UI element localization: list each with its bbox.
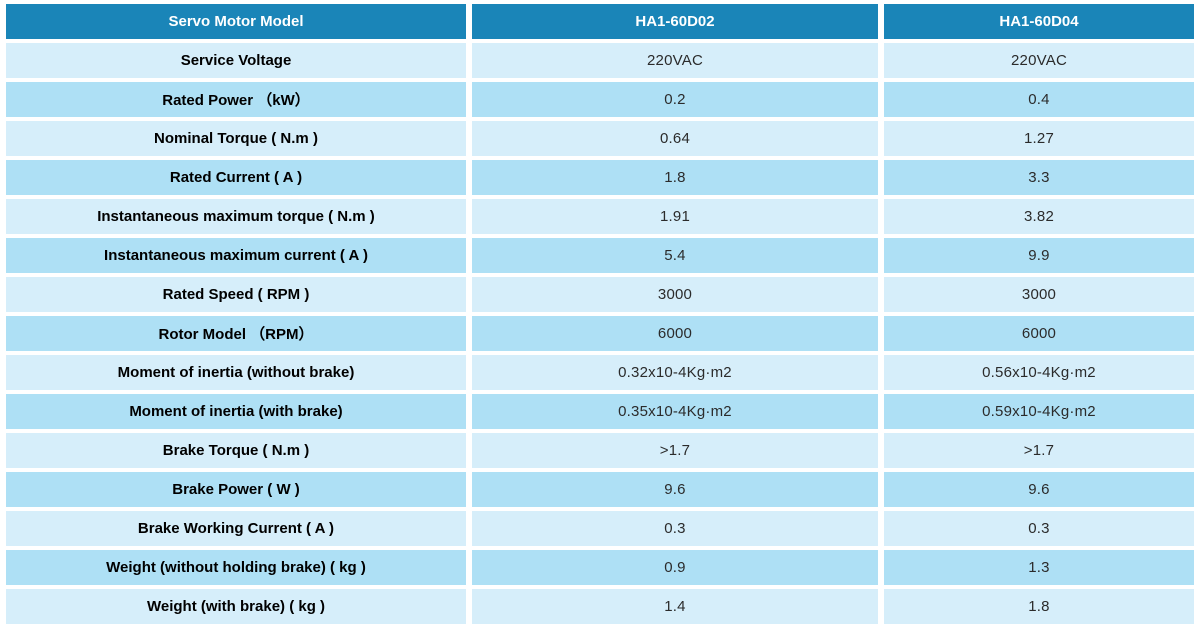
spec-value-cell: 9.6: [884, 472, 1194, 507]
spec-value-cell: >1.7: [472, 433, 878, 468]
spec-label-cell: Rated Power （kW）: [6, 82, 466, 117]
spec-label-cell: Rated Current ( A ): [6, 160, 466, 195]
table-row-instantaneous-max-current: Instantaneous maximum current ( A ) 5.4 …: [6, 238, 1194, 273]
spec-value-cell: 0.64: [472, 121, 878, 156]
table-row-weight-with-brake: Weight (with brake) ( kg ) 1.4 1.8: [6, 589, 1194, 624]
spec-value-cell: 6000: [472, 316, 878, 351]
spec-label-cell: Weight (without holding brake) ( kg ): [6, 550, 466, 585]
table-row-inertia-without-brake: Moment of inertia (without brake) 0.32x1…: [6, 355, 1194, 390]
spec-value-cell: 0.35x10-4Kg·m2: [472, 394, 878, 429]
spec-value-cell: 3000: [884, 277, 1194, 312]
spec-value-cell: 0.4: [884, 82, 1194, 117]
table-row-rated-power: Rated Power （kW） 0.2 0.4: [6, 82, 1194, 117]
spec-label-cell: Instantaneous maximum current ( A ): [6, 238, 466, 273]
table-row-rotor-model: Rotor Model （RPM） 6000 6000: [6, 316, 1194, 351]
spec-label-cell: Brake Working Current ( A ): [6, 511, 466, 546]
spec-label-cell: Rotor Model （RPM）: [6, 316, 466, 351]
spec-value-cell: 6000: [884, 316, 1194, 351]
header-cell-model-ha1-60d04: HA1-60D04: [884, 4, 1194, 39]
spec-value-cell: 220VAC: [884, 43, 1194, 78]
spec-value-cell: 1.91: [472, 199, 878, 234]
table-row-weight-without-brake: Weight (without holding brake) ( kg ) 0.…: [6, 550, 1194, 585]
spec-value-cell: 0.59x10-4Kg·m2: [884, 394, 1194, 429]
table-row-rated-speed: Rated Speed ( RPM ) 3000 3000: [6, 277, 1194, 312]
spec-value-cell: 1.8: [472, 160, 878, 195]
spec-value-cell: 0.3: [884, 511, 1194, 546]
table-row-rated-current: Rated Current ( A ) 1.8 3.3: [6, 160, 1194, 195]
spec-label-cell: Moment of inertia (with brake): [6, 394, 466, 429]
spec-value-cell: 0.32x10-4Kg·m2: [472, 355, 878, 390]
table-row-brake-working-current: Brake Working Current ( A ) 0.3 0.3: [6, 511, 1194, 546]
spec-value-cell: 3.82: [884, 199, 1194, 234]
spec-value-cell: >1.7: [884, 433, 1194, 468]
spec-label-cell: Weight (with brake) ( kg ): [6, 589, 466, 624]
spec-label-cell: Brake Power ( W ): [6, 472, 466, 507]
spec-label-cell: Rated Speed ( RPM ): [6, 277, 466, 312]
spec-value-cell: 9.6: [472, 472, 878, 507]
spec-value-cell: 1.3: [884, 550, 1194, 585]
table-row-service-voltage: Service Voltage 220VAC 220VAC: [6, 43, 1194, 78]
header-cell-model-ha1-60d02: HA1-60D02: [472, 4, 878, 39]
spec-value-cell: 3000: [472, 277, 878, 312]
spec-value-cell: 1.27: [884, 121, 1194, 156]
spec-label-cell: Instantaneous maximum torque ( N.m ): [6, 199, 466, 234]
spec-value-cell: 9.9: [884, 238, 1194, 273]
spec-value-cell: 3.3: [884, 160, 1194, 195]
spec-value-cell: 0.3: [472, 511, 878, 546]
table-row-inertia-with-brake: Moment of inertia (with brake) 0.35x10-4…: [6, 394, 1194, 429]
spec-value-cell: 1.8: [884, 589, 1194, 624]
table-row-brake-power: Brake Power ( W ) 9.6 9.6: [6, 472, 1194, 507]
spec-label-cell: Nominal Torque ( N.m ): [6, 121, 466, 156]
table-row-nominal-torque: Nominal Torque ( N.m ) 0.64 1.27: [6, 121, 1194, 156]
spec-value-cell: 0.2: [472, 82, 878, 117]
spec-value-cell: 0.56x10-4Kg·m2: [884, 355, 1194, 390]
header-cell-model-label: Servo Motor Model: [6, 4, 466, 39]
header-row: Servo Motor Model HA1-60D02 HA1-60D04: [6, 4, 1194, 39]
table-row-brake-torque: Brake Torque ( N.m ) >1.7 >1.7: [6, 433, 1194, 468]
spec-label-cell: Moment of inertia (without brake): [6, 355, 466, 390]
spec-label-cell: Service Voltage: [6, 43, 466, 78]
spec-label-cell: Brake Torque ( N.m ): [6, 433, 466, 468]
spec-value-cell: 0.9: [472, 550, 878, 585]
spec-value-cell: 220VAC: [472, 43, 878, 78]
spec-value-cell: 1.4: [472, 589, 878, 624]
spec-value-cell: 5.4: [472, 238, 878, 273]
table-row-instantaneous-max-torque: Instantaneous maximum torque ( N.m ) 1.9…: [6, 199, 1194, 234]
